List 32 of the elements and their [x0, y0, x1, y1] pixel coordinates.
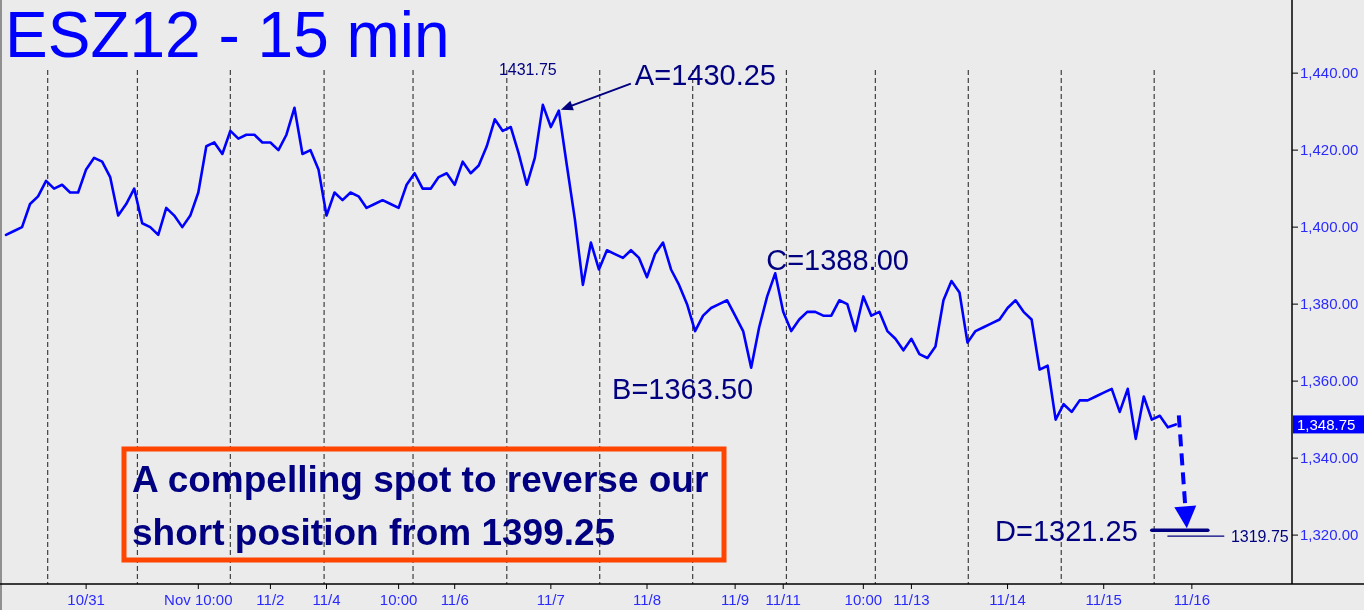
x-tick-label: 11/4 [312, 591, 341, 608]
data-label: 1319.75 [1230, 528, 1289, 546]
x-tick-label: 10:00 [379, 591, 418, 608]
y-tick-label: 1,440.00 [1300, 64, 1359, 82]
annotation: B=1363.50 [612, 372, 754, 405]
x-tick-label: 11/6 [440, 591, 469, 608]
x-tick-label: 11/7 [536, 591, 565, 608]
x-tick-label: 11/8 [632, 591, 662, 608]
annotation: C=1388.00 [766, 244, 909, 277]
x-tick-label: 11/9 [721, 591, 750, 608]
x-tick-label: Nov 10:00 [164, 591, 233, 608]
y-tick-label: 1,320.00 [1300, 526, 1359, 544]
y-tick-label: 1,420.00 [1300, 141, 1359, 159]
x-tick-label: 11/2 [256, 591, 285, 608]
chart-title: ESZ12 - 15 min [5, 0, 450, 71]
x-tick-label: 11/15 [1085, 591, 1122, 608]
annotation: A compelling spot to reverse our short position from 1399.25 [132, 459, 709, 553]
x-tick-label: 10:00 [844, 591, 883, 608]
annotation: D=1321.25 [995, 515, 1138, 548]
y-tick-label: 1,360.00 [1300, 372, 1359, 390]
x-tick-label: 11/16 [1173, 591, 1211, 608]
x-tick-label: 10/31 [67, 591, 105, 608]
y-tick-label: 1,380.00 [1300, 295, 1359, 313]
x-tick-label: 11/14 [989, 591, 1026, 608]
x-tick-label: 11/11 [765, 591, 801, 608]
line-series [4, 103, 1178, 441]
x-tick-label: 11/13 [893, 591, 930, 608]
annotation: 1431.75 [498, 60, 557, 78]
y-tick-label: 1,400.00 [1300, 218, 1359, 236]
annotation: A=1430.25 [634, 58, 776, 91]
y-tick-label: 1,340.00 [1300, 449, 1359, 467]
text: 1,348.75 [1297, 416, 1356, 434]
